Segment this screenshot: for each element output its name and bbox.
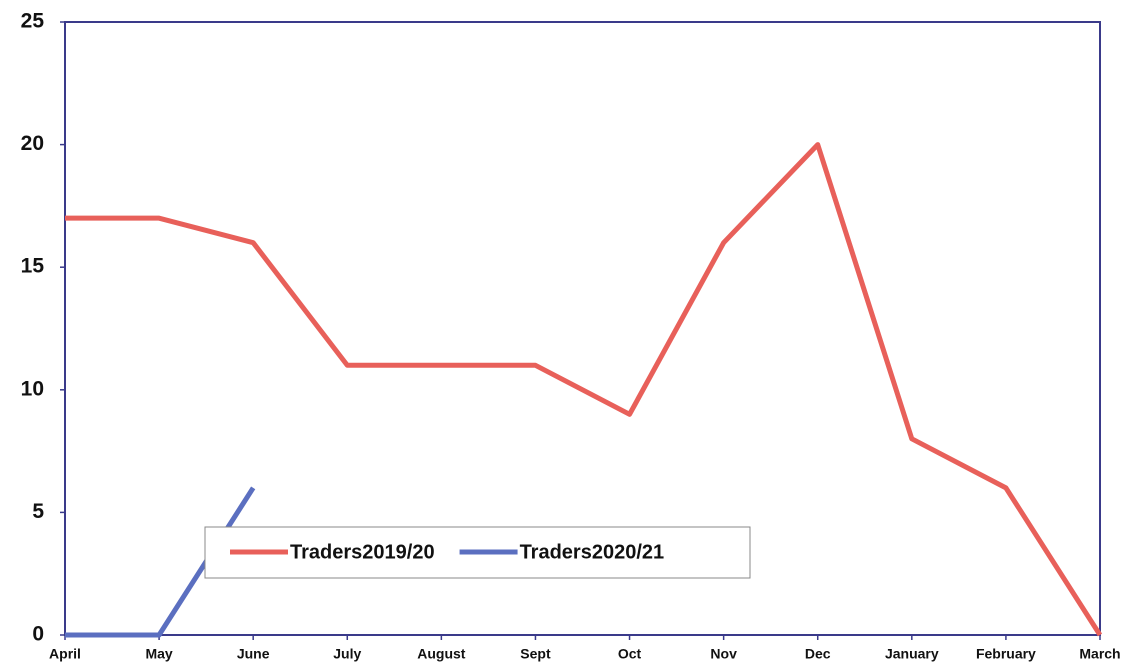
series-line: [65, 142, 1103, 637]
x-tick-label: Nov: [710, 646, 737, 662]
y-tick-label: 5: [32, 500, 44, 523]
legend-label: Traders2020/21: [520, 541, 665, 563]
x-tick-label: January: [885, 646, 939, 662]
x-tick-label: Sept: [520, 646, 551, 662]
x-tick-label: April: [49, 646, 81, 662]
x-tick-label: June: [237, 646, 270, 662]
y-tick-label: 0: [32, 623, 44, 646]
x-tick-label: July: [333, 646, 361, 662]
y-tick-label: 10: [21, 377, 44, 400]
x-tick-label: August: [417, 646, 466, 662]
y-tick-label: 25: [21, 10, 45, 33]
x-tick-label: March: [1079, 646, 1120, 662]
y-tick-label: 20: [21, 132, 44, 155]
plot-frame: [64, 21, 1101, 636]
legend-label: Traders2019/20: [290, 541, 435, 563]
x-tick-label: Oct: [618, 646, 642, 662]
x-tick-label: Dec: [805, 646, 831, 662]
x-tick-label: February: [976, 646, 1036, 662]
x-tick-label: May: [145, 646, 172, 662]
y-tick-label: 15: [21, 255, 45, 278]
